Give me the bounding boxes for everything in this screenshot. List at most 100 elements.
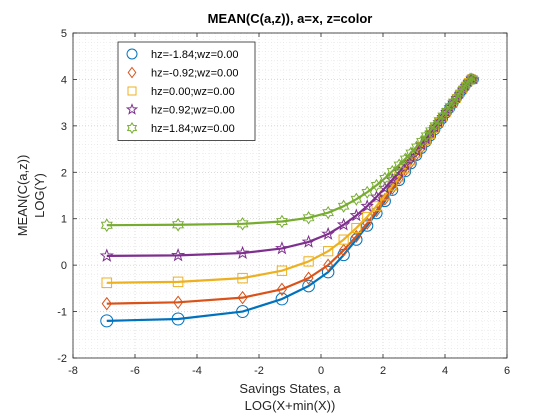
data-point xyxy=(361,185,373,199)
y-tick-label: 0 xyxy=(61,260,67,272)
data-point xyxy=(127,86,137,96)
axes-box xyxy=(72,32,508,359)
legend-item-4: hz=0.92;wz=0.00 xyxy=(125,103,235,117)
data-point xyxy=(171,312,185,326)
series-layer xyxy=(99,72,480,328)
data-point xyxy=(350,233,363,246)
x-tick-label: 6 xyxy=(504,365,510,377)
data-point xyxy=(360,199,374,212)
y-tick-label: 2 xyxy=(61,167,67,179)
series-5 xyxy=(100,72,479,233)
y-tick-label: 5 xyxy=(61,28,67,40)
legend-item-5: hz=1.84;wz=0.00 xyxy=(126,122,235,135)
x-tick-label: 2 xyxy=(380,365,386,377)
data-point xyxy=(441,105,452,117)
data-point xyxy=(448,95,459,108)
data-point xyxy=(101,296,112,311)
legend-label: hz=-1.84;wz=0.00 xyxy=(151,49,238,61)
data-point xyxy=(444,100,455,113)
x-axis-label-line2: LOG(X+min(X)) xyxy=(245,398,336,413)
legend-label: hz=1.84;wz=0.00 xyxy=(151,123,235,135)
data-point xyxy=(379,171,391,185)
data-point xyxy=(457,83,468,95)
data-point xyxy=(411,140,422,153)
data-point xyxy=(463,76,474,88)
data-point xyxy=(337,199,350,213)
ticks: -8 -6 -4 -2 0 2 4 6 -2 -1 0 1 2 3 4 5 xyxy=(57,28,510,377)
data-point xyxy=(454,87,465,100)
data-point xyxy=(394,172,404,186)
data-point xyxy=(237,290,248,305)
data-point xyxy=(351,229,362,243)
y-tick-label: -1 xyxy=(57,307,67,319)
y-tick-label: 4 xyxy=(61,74,67,86)
data-point xyxy=(303,271,314,285)
y-tick-label: -2 xyxy=(57,353,67,365)
data-point xyxy=(321,226,335,240)
data-point xyxy=(323,258,334,272)
data-point xyxy=(362,211,373,222)
data-point xyxy=(460,79,471,92)
data-point xyxy=(101,277,113,289)
data-point xyxy=(338,243,349,257)
data-point xyxy=(237,272,248,284)
y-axis-label-line2: LOG(Y) xyxy=(32,173,47,218)
data-point xyxy=(173,295,184,310)
x-tick-label: 4 xyxy=(442,365,448,377)
legend-label: hz=0.92;wz=0.00 xyxy=(151,105,235,117)
y-tick-label: 1 xyxy=(61,214,67,226)
data-point xyxy=(275,292,289,306)
data-point xyxy=(125,103,139,115)
data-point xyxy=(370,178,383,192)
data-point xyxy=(126,122,138,134)
x-tick-label: -2 xyxy=(254,365,264,377)
data-point xyxy=(236,216,249,231)
data-point xyxy=(466,72,476,84)
legend-item-1: hz=-1.84;wz=0.00 xyxy=(126,48,238,61)
data-point xyxy=(351,222,362,234)
data-point xyxy=(100,314,114,328)
legend-label: hz=0.00;wz=0.00 xyxy=(151,86,235,98)
data-point xyxy=(276,214,288,229)
data-point xyxy=(429,119,441,132)
data-point xyxy=(171,248,186,262)
data-point xyxy=(411,148,422,158)
data-point xyxy=(451,91,462,104)
legend: hz=-1.84;wz=0.00 hz=-0.92;wz=0.00 hz=0.00;… xyxy=(117,41,256,141)
data-point xyxy=(276,282,287,296)
legend-box xyxy=(117,41,256,141)
chart-title: MEAN(C(a,z)), a=x, z=color xyxy=(208,11,373,26)
y-tick-label: 3 xyxy=(61,121,67,133)
data-point xyxy=(235,245,250,260)
data-point xyxy=(302,279,315,293)
legend-item-3: hz=0.00;wz=0.00 xyxy=(127,86,235,98)
data-point xyxy=(349,208,364,222)
data-point xyxy=(323,246,334,257)
data-point xyxy=(126,48,138,60)
legend-label: hz=-0.92;wz=0.00 xyxy=(151,68,238,80)
data-point xyxy=(301,234,316,248)
data-point xyxy=(350,192,363,206)
data-point xyxy=(371,201,382,212)
y-axis-label-line1: MEAN(C(a,z)) xyxy=(15,155,30,237)
data-point xyxy=(338,234,349,245)
data-point xyxy=(276,265,288,276)
data-point xyxy=(100,218,113,233)
data-point xyxy=(386,164,398,178)
x-axis-label-line1: Savings States, a xyxy=(239,381,341,396)
data-point xyxy=(302,211,315,225)
data-point xyxy=(275,241,289,255)
data-point xyxy=(127,66,137,79)
x-tick-label: -8 xyxy=(68,365,78,377)
legend-item-2: hz=-0.92;wz=0.00 xyxy=(127,66,238,80)
data-point xyxy=(172,217,185,232)
data-point xyxy=(425,124,436,137)
x-tick-label: -4 xyxy=(192,365,202,377)
x-tick-label: 0 xyxy=(318,365,324,377)
data-point xyxy=(433,114,444,127)
data-point xyxy=(361,219,374,232)
data-point xyxy=(303,256,314,267)
data-point xyxy=(420,129,432,142)
data-point xyxy=(437,109,448,122)
